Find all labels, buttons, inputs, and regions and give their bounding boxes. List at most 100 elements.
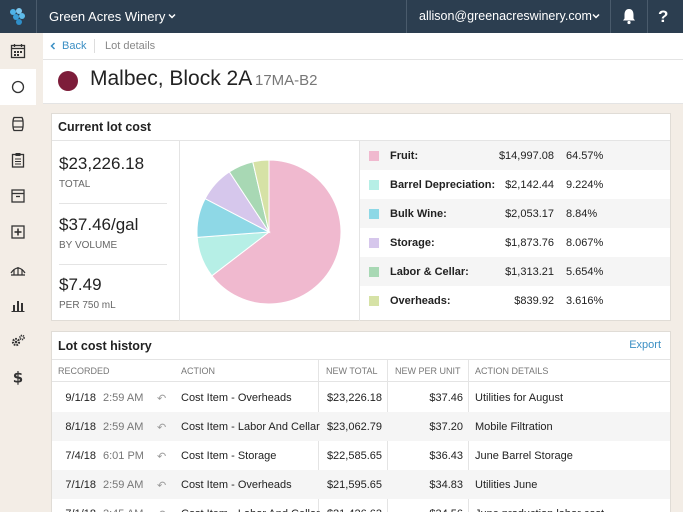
col-new-per-unit[interactable]: NEW PER UNIT bbox=[395, 366, 461, 376]
gears-icon[interactable] bbox=[0, 323, 36, 359]
current-lot-cost-title: Current lot cost bbox=[52, 114, 670, 141]
lot-cost-history-card: Lot cost history Export RECORDED ACTION … bbox=[51, 331, 671, 512]
col-new-total[interactable]: NEW TOTAL bbox=[326, 366, 378, 376]
cost-pie-chart bbox=[180, 141, 360, 321]
legend-amount: $2,053.17 bbox=[505, 208, 554, 220]
logo-icon[interactable] bbox=[0, 0, 36, 33]
row-action: Cost Item - Labor And Cellar bbox=[181, 421, 320, 433]
undo-icon[interactable]: ↶ bbox=[157, 393, 167, 405]
table-row[interactable]: 9/1/18 2:59 AM ↶ Cost Item - Overheads $23,2… bbox=[52, 383, 670, 412]
wine-color-dot bbox=[58, 71, 78, 91]
user-email-menu[interactable]: allison@greenacreswinery.com bbox=[419, 9, 592, 23]
legend-amount: $14,997.08 bbox=[498, 150, 554, 162]
legend-name: Overheads: bbox=[390, 295, 451, 307]
legend-percent: 5.654% bbox=[566, 266, 604, 278]
row-new-per-unit: $36.43 bbox=[429, 450, 463, 462]
vineyard-icon[interactable] bbox=[0, 251, 36, 287]
row-new-per-unit: $34.83 bbox=[429, 479, 463, 491]
row-new-total: $23,062.79 bbox=[326, 421, 382, 433]
history-title: Lot cost history bbox=[58, 339, 152, 353]
table-row[interactable]: 7/1/18 2:59 AM ↶ Cost Item - Overheads $21,5… bbox=[52, 470, 670, 499]
legend-row: Overheads: $839.92 3.616% bbox=[360, 286, 670, 315]
row-action-details: Utilities June bbox=[475, 479, 538, 491]
barrel-icon[interactable] bbox=[0, 106, 36, 142]
legend-row: Labor & Cellar: $1,313.21 5.654% bbox=[360, 257, 670, 286]
row-action-details: Mobile Filtration bbox=[475, 421, 553, 433]
dollar-icon[interactable]: $ bbox=[0, 359, 36, 395]
row-action: Cost Item - Storage bbox=[181, 450, 277, 462]
row-time: 2:59 AM bbox=[103, 479, 144, 491]
page-title-row: Malbec, Block 2A 17MA-B2 bbox=[43, 59, 683, 104]
undo-icon[interactable]: ↶ bbox=[157, 508, 166, 512]
legend-name: Labor & Cellar: bbox=[390, 266, 469, 278]
breadcrumb: Back Lot details bbox=[43, 33, 683, 59]
chevron-down-icon[interactable] bbox=[166, 10, 178, 22]
bar-chart-icon[interactable] bbox=[0, 287, 36, 323]
row-new-total: $21,595.65 bbox=[326, 479, 382, 491]
row-action: Cost Item - Overheads bbox=[181, 479, 292, 491]
archive-icon[interactable] bbox=[0, 178, 36, 214]
col-recorded[interactable]: RECORDED bbox=[58, 366, 110, 376]
legend-row: Barrel Depreciation: $2,142.44 9.224% bbox=[360, 170, 670, 199]
plus-square-icon[interactable] bbox=[0, 214, 36, 250]
row-action-details: June production labor cost bbox=[475, 508, 604, 512]
row-new-per-unit: $37.46 bbox=[429, 392, 463, 404]
circle-icon[interactable] bbox=[0, 69, 36, 105]
cost-breakdown-legend: Fruit: $14,997.08 64.57% Barrel Depreciatio… bbox=[360, 141, 670, 321]
chevron-down-icon[interactable] bbox=[590, 10, 602, 22]
legend-percent: 64.57% bbox=[566, 150, 604, 162]
per-volume-value: $37.46/gal bbox=[59, 215, 139, 234]
legend-row: Storage: $1,873.76 8.067% bbox=[360, 228, 670, 257]
undo-icon[interactable]: ↶ bbox=[157, 451, 167, 463]
pie-slice-5[interactable] bbox=[252, 159, 270, 233]
row-action: Cost Item - Overheads bbox=[181, 392, 292, 404]
row-new-total: $21,426.63 bbox=[327, 508, 382, 512]
row-new-total: $22,585.65 bbox=[326, 450, 382, 462]
export-link[interactable]: Export bbox=[629, 339, 661, 351]
row-date: 7/1/18 bbox=[65, 479, 96, 491]
clipboard-icon[interactable] bbox=[0, 142, 36, 178]
table-row[interactable]: 8/1/18 2:59 AM ↶ Cost Item - Labor And Cell… bbox=[52, 412, 670, 441]
legend-percent: 3.616% bbox=[566, 295, 604, 307]
legend-row: Fruit: $14,997.08 64.57% bbox=[360, 141, 670, 170]
row-action-details: Utilities for August bbox=[475, 392, 564, 404]
legend-percent: 8.067% bbox=[566, 237, 604, 249]
total-label: TOTAL bbox=[59, 179, 91, 190]
table-row[interactable]: 7/4/18 6:01 PM ↶ Cost Item - Storage $22,585… bbox=[52, 441, 670, 470]
lot-code: 17MA-B2 bbox=[255, 72, 318, 89]
table-row[interactable]: 7/1/18 2:45 AM ↶ Cost Item - Labor And Cell… bbox=[52, 499, 670, 512]
legend-name: Bulk Wine: bbox=[390, 208, 447, 220]
top-bar: Green Acres Winery allison@greenacreswin… bbox=[0, 0, 683, 33]
row-new-per-unit: $37.20 bbox=[429, 421, 463, 433]
bell-icon[interactable] bbox=[620, 7, 638, 25]
legend-swatch bbox=[369, 267, 379, 277]
breadcrumb-current: Lot details bbox=[105, 40, 156, 52]
help-button[interactable]: ? bbox=[658, 7, 669, 26]
legend-amount: $1,873.76 bbox=[505, 237, 554, 249]
row-date: 9/1/18 bbox=[65, 392, 96, 404]
total-value: $23,226.18 bbox=[59, 154, 145, 173]
sidebar: $ bbox=[0, 33, 36, 512]
legend-percent: 9.224% bbox=[566, 179, 604, 191]
cost-totals: $23,226.18 TOTAL $37.46/gal BY VOLUME $7… bbox=[52, 141, 180, 321]
row-date: 7/1/18 bbox=[65, 508, 96, 512]
page-title: Malbec, Block 2A bbox=[90, 67, 253, 90]
col-action-details[interactable]: ACTION DETAILS bbox=[475, 366, 549, 376]
col-action[interactable]: ACTION bbox=[181, 366, 216, 376]
row-time: 2:45 AM bbox=[103, 508, 143, 512]
row-time: 2:59 AM bbox=[103, 421, 144, 433]
back-link[interactable]: Back bbox=[49, 40, 86, 52]
calendar-icon[interactable] bbox=[0, 33, 36, 69]
pie-slice-0[interactable] bbox=[211, 159, 342, 305]
history-table-header: RECORDED ACTION NEW TOTAL NEW PER UNIT A… bbox=[52, 360, 670, 382]
undo-icon[interactable]: ↶ bbox=[157, 480, 167, 492]
winery-switcher[interactable]: Green Acres Winery bbox=[49, 9, 166, 24]
per-volume-label: BY VOLUME bbox=[59, 240, 118, 251]
legend-name: Storage: bbox=[390, 237, 435, 249]
per-bottle-label: PER 750 mL bbox=[59, 300, 116, 311]
legend-amount: $2,142.44 bbox=[505, 179, 554, 191]
legend-swatch bbox=[369, 209, 379, 219]
legend-row: Bulk Wine: $2,053.17 8.84% bbox=[360, 199, 670, 228]
undo-icon[interactable]: ↶ bbox=[157, 422, 167, 434]
per-bottle-value: $7.49 bbox=[59, 275, 102, 294]
